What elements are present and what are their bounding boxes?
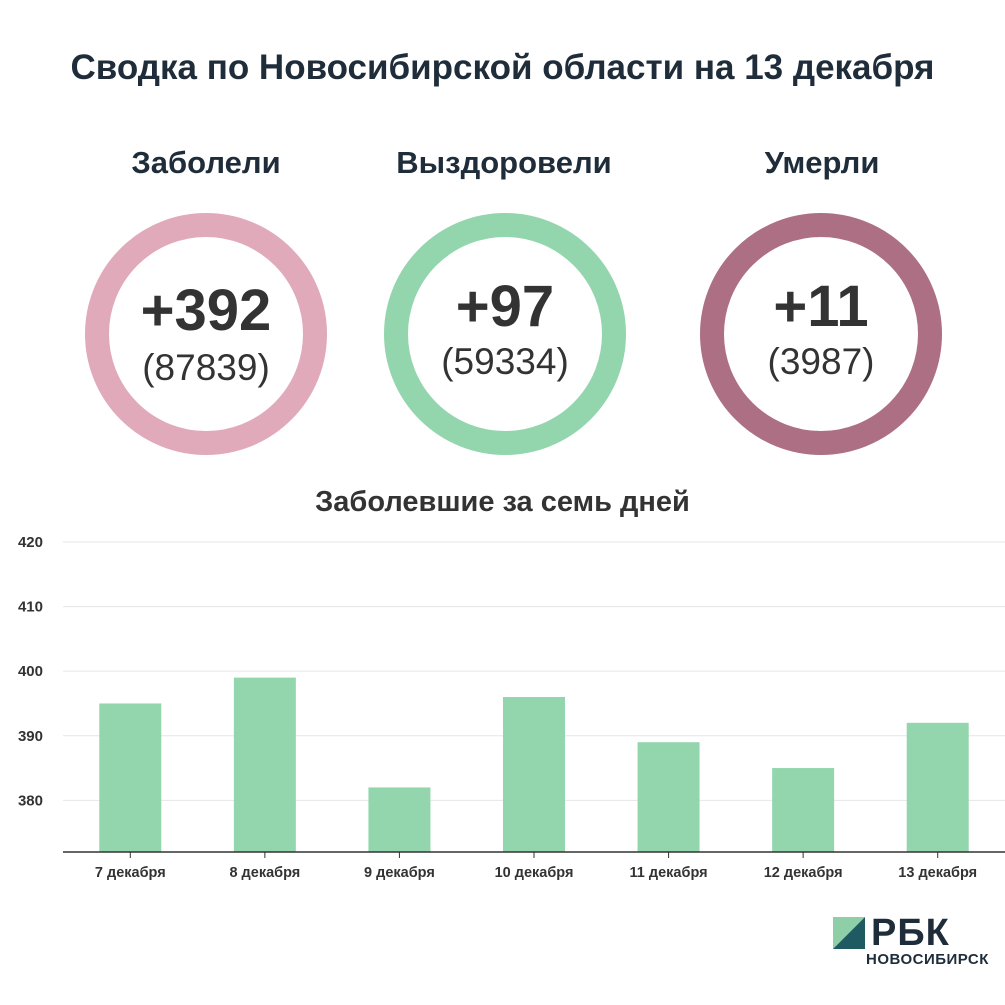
bar-chart: 380 390 400 410 420 7 декабря 8 декабря 9 декаб… xyxy=(18,534,1005,881)
stat-total-recovered: (59334) xyxy=(441,341,569,382)
bar xyxy=(233,677,296,852)
x-tick-label: 7 декабря xyxy=(95,865,166,881)
bar xyxy=(99,703,162,852)
stat-delta-recovered: +97 xyxy=(455,274,555,339)
bar xyxy=(772,768,835,852)
x-tick-label: 13 декабря xyxy=(898,865,977,881)
ring-deaths: +11 (3987) xyxy=(700,213,942,455)
x-tick-label: 12 декабря xyxy=(764,865,843,881)
brand-name: РБК xyxy=(871,912,950,954)
stat-delta-deaths: +11 xyxy=(773,274,869,339)
stat-label-infected: Заболели xyxy=(131,145,281,180)
ring-infected: +392 (87839) xyxy=(85,213,327,455)
chart-title: Заболевшие за семь дней xyxy=(315,486,690,518)
y-tick-label: 410 xyxy=(18,599,43,616)
stat-label-recovered: Выздоровели xyxy=(396,145,612,180)
stat-total-deaths: (3987) xyxy=(767,341,875,382)
brand-logo: РБК НОВОСИБИРСК xyxy=(833,913,998,973)
ring-recovered: +97 (59334) xyxy=(384,213,626,455)
stat-total-infected: (87839) xyxy=(142,347,270,388)
x-tick-label: 10 декабря xyxy=(495,865,574,881)
x-tick-label: 8 декабря xyxy=(229,865,300,881)
y-tick-label: 420 xyxy=(18,534,43,551)
bar xyxy=(906,722,969,852)
bar xyxy=(368,787,431,852)
y-tick-label: 400 xyxy=(18,663,43,680)
x-tick-label: 11 декабря xyxy=(630,865,708,881)
bar xyxy=(503,697,565,852)
y-tick-label: 390 xyxy=(18,728,43,745)
brand-mark-icon xyxy=(833,917,865,949)
stat-label-deaths: Умерли xyxy=(764,145,880,180)
y-tick-label: 380 xyxy=(18,792,43,809)
bar xyxy=(637,742,700,852)
page-title: Сводка по Новосибирской области на 13 де… xyxy=(70,48,935,87)
brand-subtitle: НОВОСИБИРСК xyxy=(866,951,989,968)
x-tick-label: 9 декабря xyxy=(364,865,435,881)
stat-delta-infected: +392 xyxy=(140,278,272,343)
